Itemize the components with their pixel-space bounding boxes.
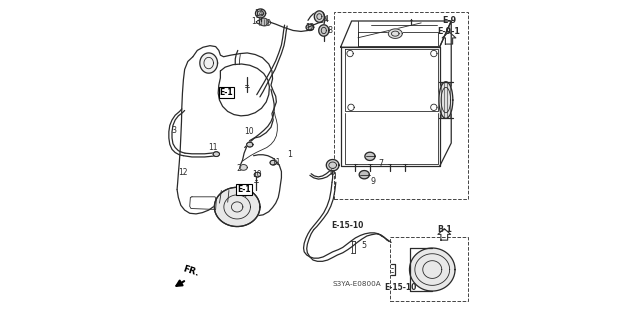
Text: 3: 3 (172, 126, 177, 135)
Polygon shape (439, 82, 453, 118)
Text: 7: 7 (378, 159, 383, 168)
Text: 10: 10 (244, 127, 253, 136)
Text: S3YA-E0800A: S3YA-E0800A (333, 281, 381, 287)
Text: E-15-10: E-15-10 (331, 221, 364, 230)
Polygon shape (240, 165, 247, 170)
Text: 12: 12 (305, 23, 315, 32)
Text: E-15-10: E-15-10 (385, 283, 417, 292)
Polygon shape (254, 172, 260, 177)
Text: E-9: E-9 (442, 17, 456, 26)
Text: 11: 11 (271, 158, 281, 167)
Text: E-1: E-1 (237, 185, 251, 194)
Text: 13: 13 (252, 18, 261, 26)
Text: 8: 8 (328, 26, 333, 35)
Text: 2: 2 (237, 165, 242, 174)
Bar (390, 237, 468, 301)
Polygon shape (365, 152, 375, 160)
Polygon shape (270, 160, 276, 165)
Text: FR.: FR. (182, 265, 200, 278)
Polygon shape (319, 25, 329, 36)
Polygon shape (326, 160, 339, 171)
Polygon shape (255, 9, 266, 18)
Text: 11: 11 (209, 143, 218, 152)
Polygon shape (213, 152, 220, 157)
Text: 6: 6 (330, 168, 335, 177)
Text: 9: 9 (371, 176, 376, 186)
Text: E-1: E-1 (220, 88, 233, 97)
Polygon shape (388, 29, 402, 38)
Polygon shape (314, 11, 324, 22)
Text: 10: 10 (253, 170, 262, 179)
Text: B-1: B-1 (437, 225, 452, 234)
Text: 12: 12 (179, 168, 188, 177)
Text: E-9-1: E-9-1 (438, 27, 460, 36)
Polygon shape (306, 24, 314, 31)
Bar (334, 11, 468, 199)
Text: 14: 14 (255, 9, 264, 18)
Polygon shape (359, 171, 369, 179)
Text: 4: 4 (324, 15, 329, 24)
Text: 5: 5 (361, 241, 366, 250)
Text: 1: 1 (287, 150, 292, 159)
Polygon shape (200, 53, 218, 73)
Polygon shape (410, 248, 455, 291)
Polygon shape (259, 18, 268, 26)
Polygon shape (246, 142, 253, 147)
Polygon shape (214, 187, 260, 226)
